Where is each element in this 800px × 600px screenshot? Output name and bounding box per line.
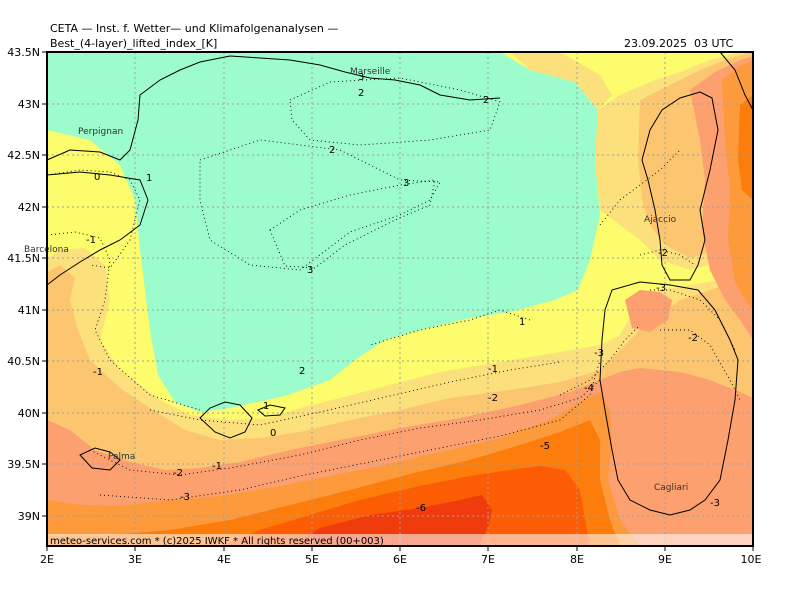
band-above-1 [47, 52, 600, 412]
city-palma: Palma [108, 452, 135, 462]
contour-label: 3 [403, 178, 409, 189]
footer-band [47, 534, 753, 546]
band-0-to-m1-north [510, 52, 612, 110]
island-mallorca [199, 401, 253, 439]
lon-label: 10E [741, 553, 762, 566]
city-ajaccio: Ajaccio [644, 215, 677, 225]
band-m4-to-m5-east [738, 95, 753, 200]
lat-label: 41N [18, 304, 40, 317]
band-m2-to-m3-sardinia [625, 290, 672, 332]
lon-label: 6E [393, 553, 407, 566]
city-cagliari: Cagliari [654, 483, 688, 493]
contour-label: 2 [358, 88, 364, 99]
contour-label: -3 [710, 498, 720, 509]
lon-label: 7E [481, 553, 495, 566]
contour-label: -3 [656, 283, 666, 294]
contour-label: -1 [488, 364, 498, 375]
contour-label: -5 [540, 441, 550, 452]
lon-label: 3E [128, 553, 142, 566]
contour-label: 0 [94, 172, 100, 183]
axis-ticks [42, 51, 754, 551]
valid-time: 23.09.2025 03 UTC [624, 37, 734, 50]
contour-label: -2 [688, 333, 698, 344]
parameter-title: Best_(4-layer)_lifted_index_[K] [50, 37, 218, 50]
contour-value-labels: 3 2 2 2 3 3 0 1 -1 -1 2 1 -1 -2 -3 -4 -5… [86, 72, 720, 514]
contour-label: 2 [299, 366, 305, 377]
lat-label: 40.5N [7, 355, 40, 368]
coastlines [46, 51, 754, 516]
lon-label: 8E [570, 553, 584, 566]
contour-label: 1 [146, 173, 152, 184]
lat-label: 43.5N [7, 46, 40, 59]
contour-label: -6 [416, 503, 426, 514]
coast-italy [719, 51, 754, 111]
lon-axis-labels: 2E 3E 4E 5E 6E 7E 8E 9E 10E [40, 553, 761, 566]
lat-label: 43N [18, 98, 40, 111]
contour-label: -1 [212, 461, 222, 472]
coast-spain-east [46, 171, 149, 286]
lat-label: 39.5N [7, 458, 40, 471]
city-marseille: Marseille [350, 67, 391, 77]
lon-label: 9E [658, 553, 672, 566]
contour-lines [47, 77, 741, 501]
contour-label: 2 [329, 145, 335, 156]
island-ibiza [79, 447, 121, 471]
contour-label: -3 [594, 348, 604, 359]
lat-label: 40N [18, 407, 40, 420]
contour-label: -4 [584, 383, 594, 394]
contour-label: -1 [93, 367, 103, 378]
lat-label: 41.5N [7, 252, 40, 265]
band-below-m6 [290, 495, 492, 546]
coast-france-spain [46, 55, 501, 161]
contour-label: -1 [86, 235, 96, 246]
lat-label: 42.5N [7, 149, 40, 162]
lat-lon-grid [47, 52, 753, 546]
lon-label: 2E [40, 553, 54, 566]
island-corsica [641, 91, 719, 281]
lat-axis-labels: 43.5N 43N 42.5N 42N 41.5N 41N 40.5N 40N … [7, 46, 40, 523]
contour-label: 3 [307, 265, 313, 276]
band-m5-to-m6 [220, 466, 590, 546]
lon-label: 5E [305, 553, 319, 566]
model-title: CETA — Inst. f. Wetter— und Klimafolgena… [50, 22, 339, 35]
lat-label: 39N [18, 510, 40, 523]
lat-label: 42N [18, 201, 40, 214]
contour-label: 3 [358, 72, 364, 83]
footer-copyright: meteo-services.com * (c)2025 IWKF * All … [50, 536, 384, 547]
contour-label: -3 [180, 492, 190, 503]
island-menorca [257, 404, 286, 417]
lon-label: 4E [217, 553, 231, 566]
contour-label: 0 [270, 428, 276, 439]
contour-label: -2 [658, 248, 668, 259]
contour-label: -2 [173, 468, 183, 479]
contour-label: 2 [483, 95, 489, 106]
contour-label: 1 [519, 317, 525, 328]
contour-label: -2 [488, 393, 498, 404]
island-sardinia [599, 281, 739, 516]
contour-label: 1 [263, 401, 269, 412]
city-perpignan: Perpignan [78, 127, 123, 137]
